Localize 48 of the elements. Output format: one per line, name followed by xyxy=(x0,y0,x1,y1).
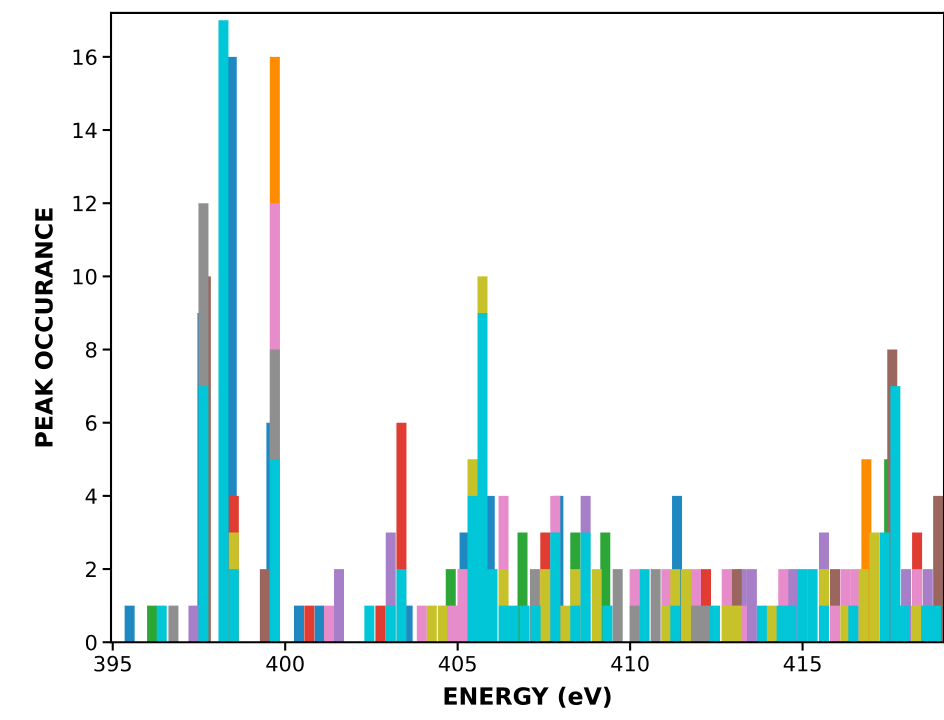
x-tick-label: 410 xyxy=(611,656,649,672)
y-tick-label: 6 xyxy=(86,415,97,431)
x-tick-label: 400 xyxy=(266,656,304,672)
bar xyxy=(375,606,386,642)
bar xyxy=(670,606,680,642)
bar xyxy=(416,606,427,642)
bar xyxy=(911,606,922,642)
bar xyxy=(168,606,178,642)
y-tick-label: 8 xyxy=(86,342,96,358)
bar xyxy=(324,606,334,642)
bar xyxy=(766,606,777,642)
bar xyxy=(156,606,167,642)
x-tick-label: 415 xyxy=(784,656,821,672)
bar xyxy=(612,569,623,642)
y-axis-title: PEAK OCCURANCE xyxy=(34,208,53,446)
bar xyxy=(270,459,280,642)
y-tick-label: 16 xyxy=(74,49,97,66)
bar xyxy=(260,569,270,642)
x-tick-label: 405 xyxy=(438,656,476,672)
y-tick-label: 4 xyxy=(86,488,97,504)
bar xyxy=(848,606,858,642)
bar xyxy=(550,532,560,642)
bar xyxy=(147,606,158,642)
bar xyxy=(188,606,198,642)
bar xyxy=(124,606,135,642)
bar xyxy=(756,606,767,642)
bar xyxy=(592,569,602,642)
bar xyxy=(540,569,550,642)
bar xyxy=(304,606,314,642)
bar xyxy=(560,606,570,642)
y-tick-label: 2 xyxy=(86,562,96,577)
bar xyxy=(294,606,304,642)
bar xyxy=(602,606,612,642)
x-axis-title: ENERGY (eV) xyxy=(444,686,611,708)
bar xyxy=(650,569,661,642)
bar xyxy=(830,606,840,642)
y-tick-label: 0 xyxy=(86,634,96,650)
bar xyxy=(630,606,640,642)
x-tick-label: 395 xyxy=(94,656,131,672)
bar xyxy=(314,606,325,642)
bar xyxy=(334,569,344,642)
y-tick-label: 14 xyxy=(74,122,97,138)
bar xyxy=(640,569,650,642)
bar xyxy=(710,606,720,642)
y-tick-label: 12 xyxy=(74,196,96,212)
bar xyxy=(198,386,208,642)
bar xyxy=(364,606,374,642)
y-tick-label: 10 xyxy=(74,268,96,285)
